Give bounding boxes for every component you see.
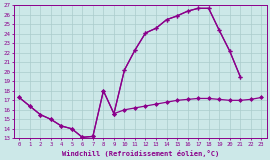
X-axis label: Windchill (Refroidissement éolien,°C): Windchill (Refroidissement éolien,°C)	[62, 150, 219, 156]
